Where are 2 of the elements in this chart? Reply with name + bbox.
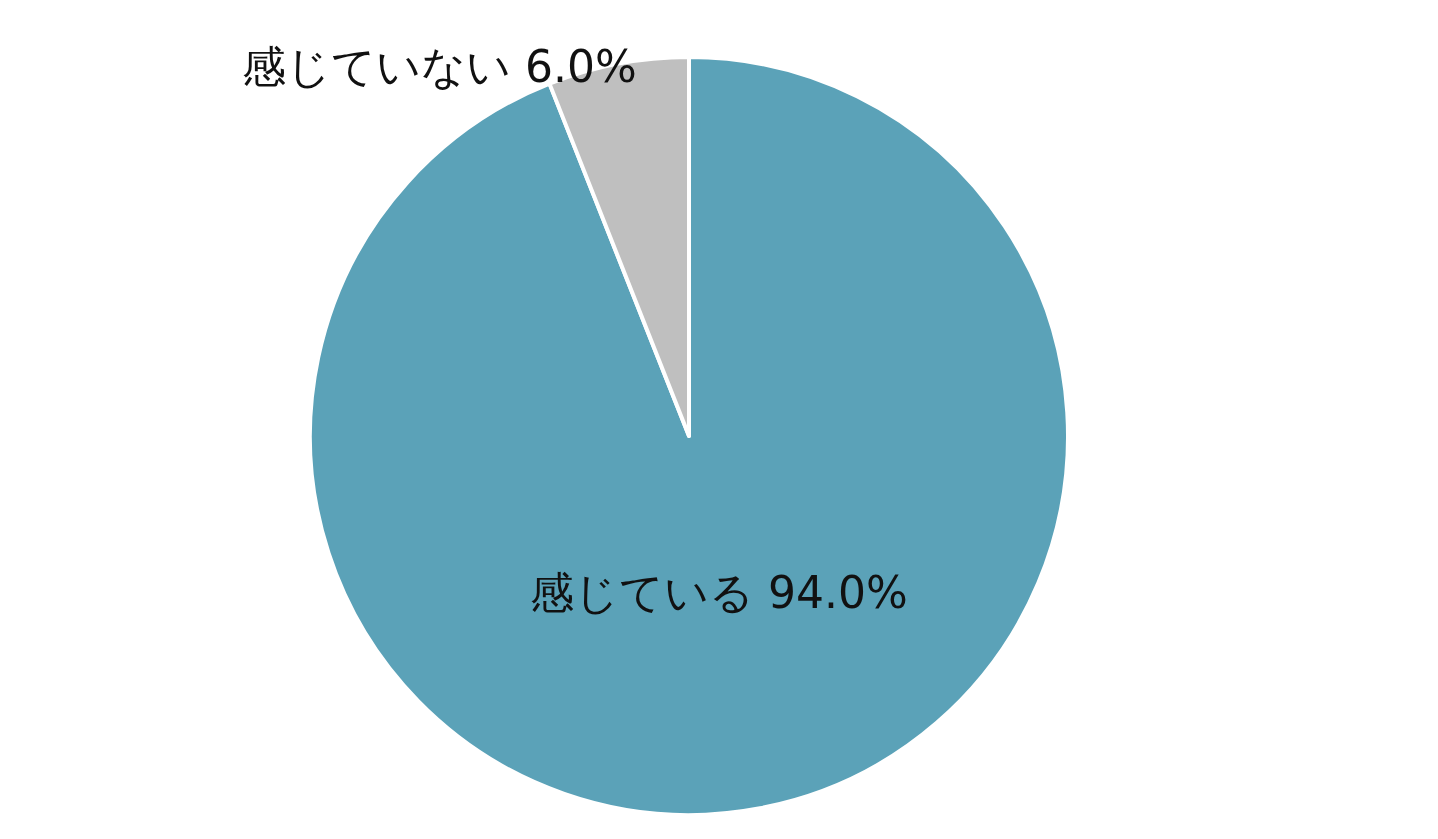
slice-label: 感じている 94.0%	[529, 567, 908, 619]
slice-label: 感じていない 6.0%	[242, 41, 637, 93]
